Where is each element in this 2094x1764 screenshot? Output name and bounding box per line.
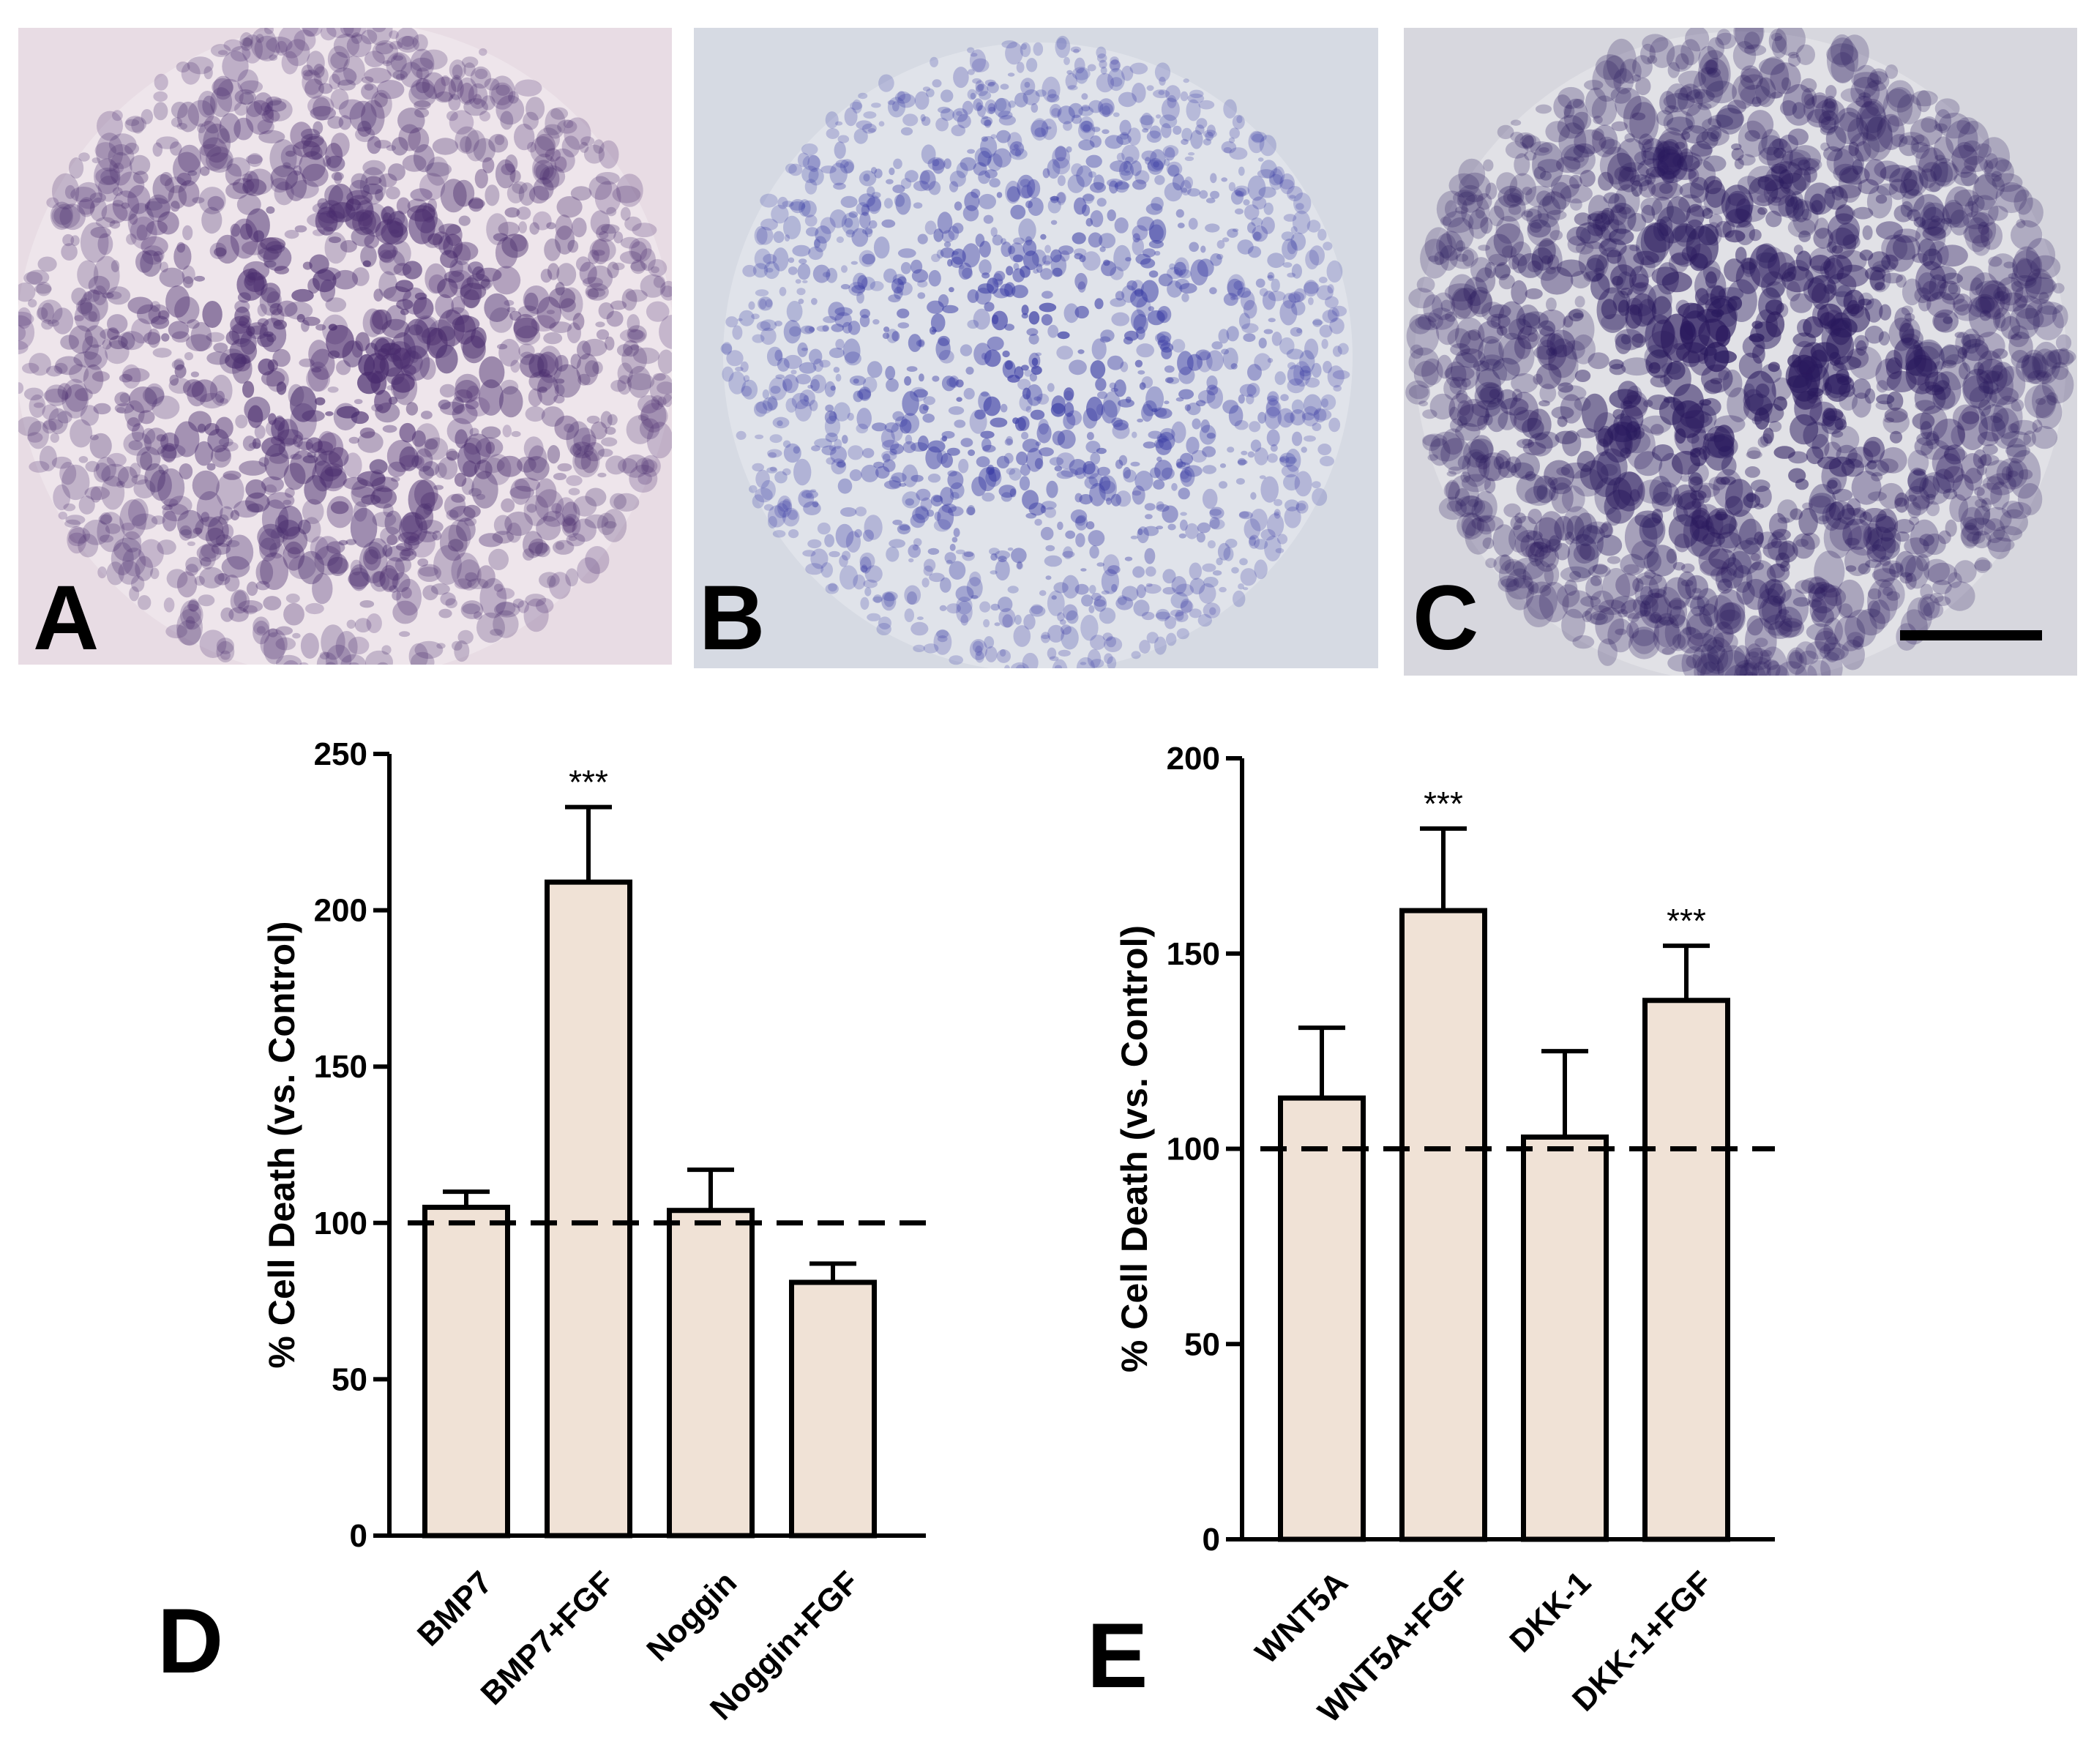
significance-label: *** <box>569 763 608 801</box>
y-axis-label: % Cell Death (vs. Control) <box>261 921 302 1368</box>
bar <box>545 879 632 1539</box>
micrograph-a <box>18 28 672 665</box>
y-tick-label: 100 <box>1167 1132 1220 1167</box>
y-tick-label: 100 <box>314 1206 367 1241</box>
y-tick-label: 150 <box>1167 936 1220 972</box>
bar <box>1399 908 1487 1542</box>
bar <box>1521 1134 1609 1542</box>
bar <box>789 1279 877 1539</box>
y-tick-label: 0 <box>1203 1522 1220 1558</box>
y-tick-label: 250 <box>314 736 367 772</box>
y-tick-label: 50 <box>1184 1326 1220 1362</box>
x-tick-label: DKK-1 <box>1503 1564 1598 1659</box>
x-tick-label: WNT5A <box>1249 1564 1355 1670</box>
y-tick-label: 0 <box>350 1518 367 1554</box>
micrograph-c-image <box>1404 28 2077 676</box>
panel-letter-e: E <box>1087 1605 1148 1707</box>
significance-label: *** <box>1667 902 1706 940</box>
bar <box>1642 998 1730 1542</box>
panel-letter-d: D <box>157 1591 224 1692</box>
y-tick-label: 150 <box>314 1049 367 1085</box>
x-tick-label: BMP7+FGF <box>474 1564 621 1711</box>
y-tick-label: 200 <box>314 893 367 929</box>
micrograph-b-image <box>694 28 1378 668</box>
x-tick-label: Noggin <box>640 1564 744 1668</box>
significance-label: *** <box>1424 785 1463 823</box>
chart-e: 0 50 100 150 200 % Cell Death (vs. Control) WN… <box>1114 741 1775 1730</box>
bar <box>1278 1095 1366 1542</box>
micrograph-c <box>1404 28 2077 676</box>
panel-letter-a: A <box>33 567 100 669</box>
bar <box>667 1208 755 1539</box>
panel-letter-b: B <box>699 567 766 669</box>
y-axis-label: % Cell Death (vs. Control) <box>1114 925 1155 1372</box>
chart-d: 0 50 100 150 200 250 % Cell Death (vs. Control… <box>261 736 926 1727</box>
micrograph-b <box>694 28 1378 668</box>
panel-letter-c: C <box>1413 567 1479 669</box>
micrograph-a-image <box>18 28 672 665</box>
bar <box>422 1204 510 1539</box>
y-tick-label: 50 <box>332 1361 367 1397</box>
x-tick-label: BMP7 <box>411 1564 499 1653</box>
y-tick-label: 200 <box>1167 741 1220 777</box>
